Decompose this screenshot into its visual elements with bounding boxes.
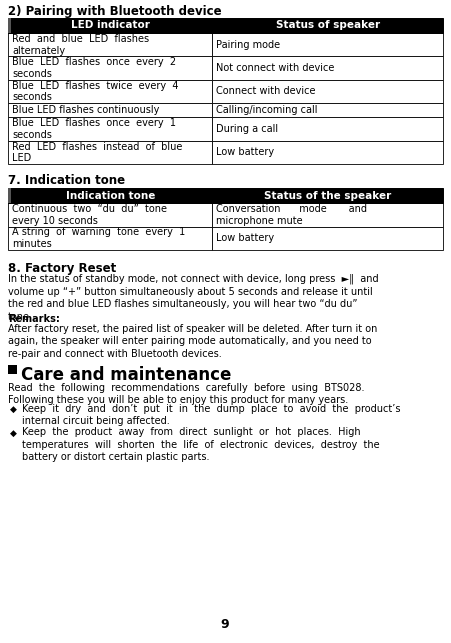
Bar (212, 226, 443, 250)
Text: 9: 9 (221, 618, 229, 631)
Bar (8, 118, 212, 141)
Bar (8, 103, 212, 118)
Text: Connect with device: Connect with device (216, 87, 316, 96)
Bar (212, 103, 443, 118)
Text: Indication tone: Indication tone (65, 191, 155, 201)
Text: Remarks:: Remarks: (8, 314, 60, 324)
Text: 7. Indication tone: 7. Indication tone (8, 174, 125, 187)
Bar (212, 141, 443, 164)
Text: Blue LED flashes continuously: Blue LED flashes continuously (12, 105, 159, 115)
Text: Red  and  blue  LED  flashes
alternately: Red and blue LED flashes alternately (12, 34, 149, 55)
Bar (212, 80, 443, 103)
Bar (8, 188, 11, 203)
Text: Blue  LED  flashes  twice  every  4
seconds: Blue LED flashes twice every 4 seconds (12, 81, 179, 102)
Bar (212, 33, 443, 57)
Text: In the status of standby mode, not connect with device, long press  ►‖  and
volu: In the status of standby mode, not conne… (8, 274, 379, 322)
Bar (212, 203, 443, 226)
Bar (8, 188, 212, 203)
Text: ◆: ◆ (10, 405, 17, 414)
Text: After factory reset, the paired list of speaker will be deleted. After turn it o: After factory reset, the paired list of … (8, 324, 377, 359)
Text: Care and maintenance: Care and maintenance (21, 366, 231, 384)
Text: Low battery: Low battery (216, 147, 275, 158)
Bar (212, 118, 443, 141)
Text: ◆: ◆ (10, 428, 17, 437)
Text: Calling/incoming call: Calling/incoming call (216, 105, 318, 115)
Text: Keep  the  product  away  from  direct  sunlight  or  hot  places.  High
tempera: Keep the product away from direct sunlig… (22, 428, 380, 462)
Text: During a call: During a call (216, 124, 279, 134)
Text: Low battery: Low battery (216, 233, 275, 243)
Bar (8, 57, 212, 80)
Text: Conversation      mode       and
microphone mute: Conversation mode and microphone mute (216, 204, 368, 226)
Bar (8, 365, 17, 374)
Bar (8, 18, 11, 33)
Text: Pairing mode: Pairing mode (216, 40, 281, 50)
Text: Blue  LED  flashes  once  every  1
seconds: Blue LED flashes once every 1 seconds (12, 118, 176, 140)
Text: Read  the  following  recommendations  carefully  before  using  BTS028.
Followi: Read the following recommendations caref… (8, 383, 364, 405)
Text: 8. Factory Reset: 8. Factory Reset (8, 262, 116, 275)
Bar (8, 226, 212, 250)
Bar (212, 57, 443, 80)
Text: 2) Pairing with Bluetooth device: 2) Pairing with Bluetooth device (8, 5, 221, 18)
Bar (8, 80, 212, 103)
Text: A string  of  warning  tone  every  1
minutes: A string of warning tone every 1 minutes (12, 228, 185, 249)
Bar (8, 33, 212, 57)
Text: Status of the speaker: Status of the speaker (264, 191, 391, 201)
Bar (212, 18, 443, 33)
Bar (8, 203, 212, 226)
Bar (8, 18, 212, 33)
Text: Blue  LED  flashes  once  every  2
seconds: Blue LED flashes once every 2 seconds (12, 57, 176, 79)
Text: Red  LED  flashes  instead  of  blue
LED: Red LED flashes instead of blue LED (12, 141, 182, 163)
Bar (8, 141, 212, 164)
Bar (212, 188, 443, 203)
Text: Not connect with device: Not connect with device (216, 63, 335, 73)
Text: LED indicator: LED indicator (71, 21, 150, 30)
Text: Continuous  two  “du  du”  tone
every 10 seconds: Continuous two “du du” tone every 10 sec… (12, 204, 167, 226)
Text: Keep  it  dry  and  don’t  put  it  in  the  dump  place  to  avoid  the  produc: Keep it dry and don’t put it in the dump… (22, 404, 400, 426)
Text: Status of speaker: Status of speaker (276, 21, 380, 30)
